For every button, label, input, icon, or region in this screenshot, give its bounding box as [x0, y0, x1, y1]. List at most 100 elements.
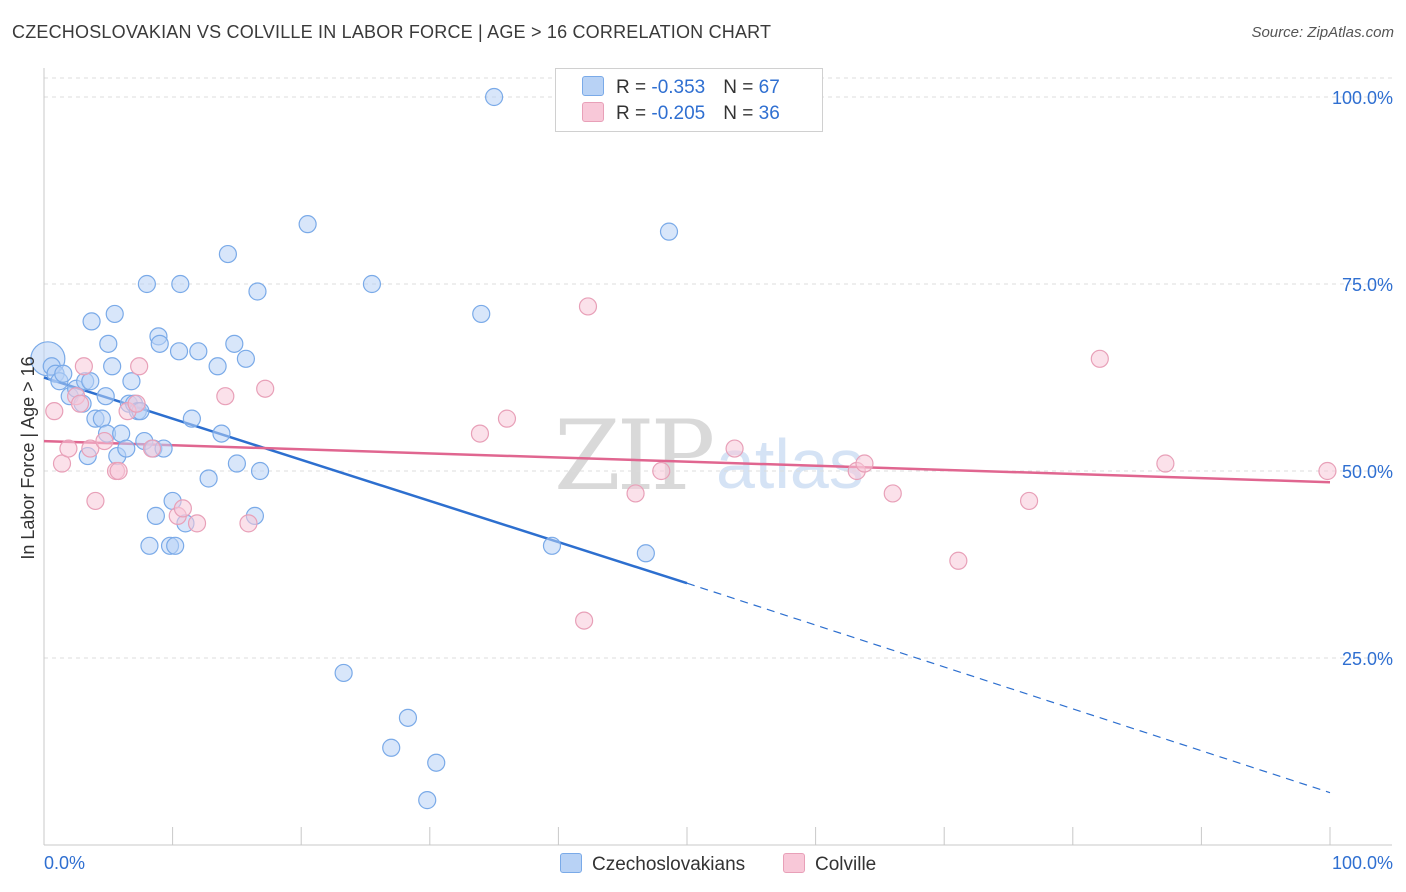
colville-point	[52, 454, 72, 473]
y-tick-label: 100.0%	[1332, 88, 1393, 108]
n-value: 36	[758, 103, 780, 124]
czechoslovakians-point	[362, 274, 382, 294]
axis-layer	[43, 68, 1392, 846]
colville-point	[578, 297, 598, 316]
n-value: 67	[758, 77, 780, 98]
colville-point	[256, 379, 275, 398]
czechoslovakians-point	[103, 357, 122, 376]
czechoslovakians-point	[169, 342, 189, 361]
colville-point	[883, 484, 902, 503]
czechoslovakians-point	[82, 312, 101, 331]
r-value: -0.353	[651, 77, 706, 98]
czechoslovakians-point	[427, 753, 446, 772]
czechoslovakians-point	[212, 424, 231, 443]
czechoslovakians-point	[182, 409, 201, 428]
czechoslovakians-point	[81, 372, 100, 391]
czechoslovakians-point	[171, 274, 190, 294]
czechoslovakians-point	[485, 87, 504, 107]
colville-point	[86, 491, 105, 511]
czechoslovakians-point	[227, 454, 246, 473]
czechoslovakians-point	[298, 215, 317, 234]
czechoslovakians-point	[117, 439, 136, 458]
y-tick-label: 50.0%	[1342, 462, 1393, 482]
czechoslovakians-point	[398, 708, 418, 727]
colville-point	[95, 431, 114, 451]
colville-point	[470, 424, 490, 443]
r-value: -0.205	[651, 103, 706, 124]
czechoslovakians-trend-line	[43, 376, 688, 585]
czechoslovakians-point	[150, 334, 169, 353]
legend-row-colville: R = -0.205 N = 36	[582, 102, 780, 126]
colville-point	[575, 611, 594, 630]
colville-point	[652, 461, 671, 481]
czechoslovakians-point	[250, 461, 270, 481]
r-label: R =	[616, 103, 652, 124]
colville-legend-swatch	[783, 853, 805, 873]
label-layer: 25.0% 50.0% 75.0% 100.0% 0.0% 100.0% In Labor …	[18, 88, 1393, 873]
bottom-legend-colville[interactable]: Colville	[783, 853, 876, 876]
colville-point	[130, 357, 149, 376]
czechoslovakians-point	[166, 536, 185, 555]
y-tick-label: 75.0%	[1342, 275, 1393, 295]
czechoslovakians-point	[236, 349, 256, 368]
colville-point	[725, 439, 744, 458]
grid-layer	[44, 77, 1392, 659]
czechoslovakians-point	[418, 791, 437, 810]
colville-point	[949, 551, 968, 570]
colville-point	[855, 454, 874, 473]
czechoslovakians-point	[248, 282, 267, 301]
bottom-legend-czechoslovakians[interactable]: Czechoslovakians	[560, 853, 745, 876]
r-label: R =	[616, 77, 652, 98]
czechoslovakians-trend-extension	[686, 582, 1331, 794]
colville-point	[109, 461, 128, 481]
colville-point	[81, 439, 100, 458]
czechoslovakians-point	[199, 469, 218, 488]
czechoslovakians-point	[636, 544, 655, 563]
colville-point	[74, 357, 93, 376]
czechoslovakians-point	[146, 506, 165, 525]
czechoslovakians-point	[105, 304, 124, 324]
n-label: N =	[723, 77, 759, 98]
czechoslovakians-point	[137, 274, 156, 294]
czechoslovakians-point	[99, 334, 118, 353]
colville-point	[626, 484, 645, 503]
colville-point	[1156, 454, 1175, 473]
czechoslovakians-legend-swatch	[560, 853, 582, 873]
trend-layer	[43, 376, 1331, 794]
colville-point	[173, 499, 192, 518]
czechoslovakians-point	[218, 244, 237, 264]
x-tick-label-min: 0.0%	[44, 853, 85, 873]
legend-row-czechoslovakians: R = -0.353 N = 67	[582, 76, 780, 100]
czechoslovakians-swatch	[582, 76, 604, 96]
y-axis-label: In Labor Force | Age > 16	[18, 356, 38, 559]
colville-point	[1019, 491, 1039, 511]
czechoslovakians-point	[140, 536, 159, 555]
chart-title: CZECHOSLOVAKIAN VS COLVILLE IN LABOR FOR…	[12, 22, 772, 42]
colville-point	[127, 394, 146, 413]
colville-point	[59, 439, 78, 458]
czechoslovakians-point	[96, 387, 115, 406]
colville-swatch	[582, 102, 604, 122]
colville-point	[216, 387, 235, 406]
czechoslovakians-point	[225, 334, 244, 353]
czechoslovakians-point	[208, 357, 227, 376]
czechoslovakians-point	[122, 372, 141, 391]
y-tick-label: 25.0%	[1342, 649, 1393, 669]
colville-point	[497, 409, 517, 428]
x-tick-label-max: 100.0%	[1332, 853, 1393, 873]
colville-point	[187, 514, 207, 533]
czechoslovakians-point	[54, 364, 73, 383]
correlation-legend: R = -0.353 N = 67 R = -0.205 N = 36	[555, 68, 823, 132]
czechoslovakians-point	[382, 738, 401, 757]
n-label: N =	[723, 103, 759, 124]
colville-point	[70, 394, 90, 413]
czechoslovakians-point	[472, 304, 491, 324]
czechoslovakians-point	[659, 222, 679, 241]
points-layer	[30, 87, 1337, 810]
colville-legend-label: Colville	[815, 854, 877, 875]
colville-point	[239, 514, 258, 533]
colville-point	[1318, 461, 1337, 481]
colville-point	[142, 439, 162, 458]
colville-point	[45, 402, 64, 421]
